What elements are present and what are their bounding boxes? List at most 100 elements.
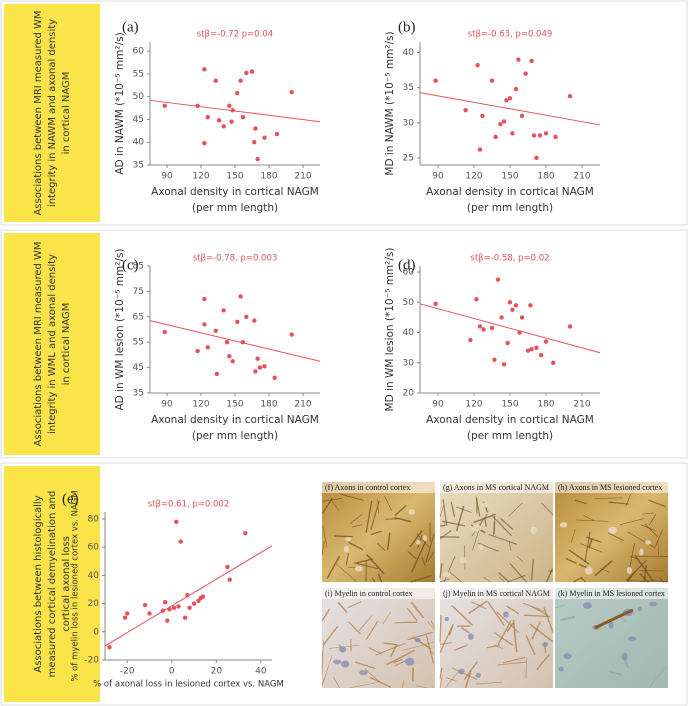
point	[240, 340, 246, 345]
texture-cell	[558, 666, 564, 672]
point	[176, 604, 181, 609]
texture-cell	[404, 657, 415, 666]
texture-stroke	[442, 499, 448, 526]
texture-stroke	[321, 497, 333, 514]
point	[165, 618, 170, 623]
y-tick-label: 55	[133, 69, 144, 79]
point	[167, 607, 172, 612]
texture-stroke	[439, 505, 444, 518]
texture-stroke	[439, 667, 443, 679]
y-tick-label: 75	[133, 287, 144, 297]
trend-line	[149, 320, 321, 362]
side-title-line: in cortical NAGM	[61, 72, 72, 155]
texture-stroke	[439, 675, 443, 689]
point	[224, 340, 230, 345]
texture-stroke	[627, 531, 655, 548]
point	[492, 357, 497, 362]
texture-cell	[645, 540, 651, 545]
y-tick-label: 30	[403, 118, 415, 128]
x-tick-label: 90	[432, 172, 444, 182]
x-tick-label: 120	[465, 400, 482, 410]
y-axis-title: MD in NAWM (*10⁻⁵ mm²/s)	[384, 31, 396, 175]
micrograph-label: (g) Axons in MS cortical NAGM	[443, 483, 549, 492]
micrograph-texture	[554, 601, 667, 689]
micrograph-texture	[439, 496, 554, 583]
point	[523, 71, 528, 76]
x-axis-title: Axonal density in cortical NAGM	[426, 186, 594, 198]
point	[252, 318, 257, 323]
point	[162, 600, 168, 605]
side-panel	[4, 466, 100, 702]
texture-stroke	[416, 685, 428, 689]
texture-stroke	[560, 616, 576, 621]
texture-stroke	[524, 614, 550, 618]
point	[249, 69, 255, 74]
texture-stroke	[453, 644, 468, 652]
y-tick-label: 40	[403, 328, 415, 338]
texture-stroke	[321, 650, 323, 676]
texture-stroke	[584, 531, 591, 563]
y-tick-label: 45	[133, 115, 144, 125]
texture-stroke	[442, 520, 466, 527]
texture-stroke	[568, 549, 590, 565]
point	[534, 155, 539, 161]
texture-stroke	[554, 604, 565, 609]
point	[534, 345, 539, 350]
point	[537, 133, 543, 138]
y-tick-label: 20	[403, 389, 415, 399]
texture-cell	[408, 509, 415, 515]
x-tick-label: 40	[255, 667, 267, 677]
x-axis-title: Axonal density in cortical NAGM	[151, 414, 319, 426]
point	[289, 89, 294, 95]
texture-stroke	[643, 564, 647, 583]
texture-stroke	[580, 543, 603, 553]
texture-stroke	[402, 641, 434, 651]
point	[519, 113, 525, 119]
point	[477, 324, 483, 329]
texture-stroke	[411, 541, 427, 573]
texture-stroke	[639, 570, 664, 572]
point	[230, 359, 235, 364]
micrograph-label-bg	[322, 588, 435, 599]
texture-cell	[541, 641, 549, 647]
point	[238, 294, 243, 299]
x-tick-label: 210	[573, 172, 590, 182]
texture-stroke	[410, 574, 432, 583]
texture-stroke	[476, 681, 503, 685]
texture-stroke	[464, 670, 472, 689]
y-tick-label: 35	[133, 389, 144, 399]
texture-stroke	[471, 601, 487, 610]
point	[480, 113, 485, 119]
point	[262, 364, 267, 369]
trend-line	[149, 99, 321, 123]
texture-stroke	[369, 676, 392, 688]
y-tick-label: 60	[133, 47, 145, 57]
texture-stroke	[331, 499, 339, 511]
texture-stroke	[508, 502, 523, 517]
x-axis-title: (per mm length)	[192, 430, 278, 442]
point	[125, 611, 130, 616]
texture-stroke	[430, 620, 436, 628]
x-tick-label: 90	[161, 400, 173, 410]
point	[551, 360, 556, 365]
point	[238, 78, 243, 83]
point	[182, 615, 188, 620]
texture-stroke	[625, 559, 647, 582]
texture-stroke	[509, 563, 528, 583]
micrograph-texture	[321, 601, 436, 689]
texture-stroke	[394, 516, 411, 523]
point	[504, 98, 509, 103]
texture-stroke	[394, 505, 407, 517]
micrograph-label-bg	[440, 482, 553, 493]
y-axis-title: MD in WM lesion (*10⁻⁵ mm²/s)	[384, 248, 396, 412]
texture-stroke	[439, 524, 446, 527]
texture-stroke	[427, 621, 436, 631]
texture-stroke	[626, 579, 649, 583]
point	[274, 131, 280, 137]
micrograph-label-bg	[555, 588, 668, 599]
texture-cell	[459, 556, 467, 564]
point	[202, 296, 207, 302]
x-tick-label: 150	[226, 400, 243, 410]
point	[489, 325, 495, 331]
texture-stroke	[648, 665, 667, 689]
